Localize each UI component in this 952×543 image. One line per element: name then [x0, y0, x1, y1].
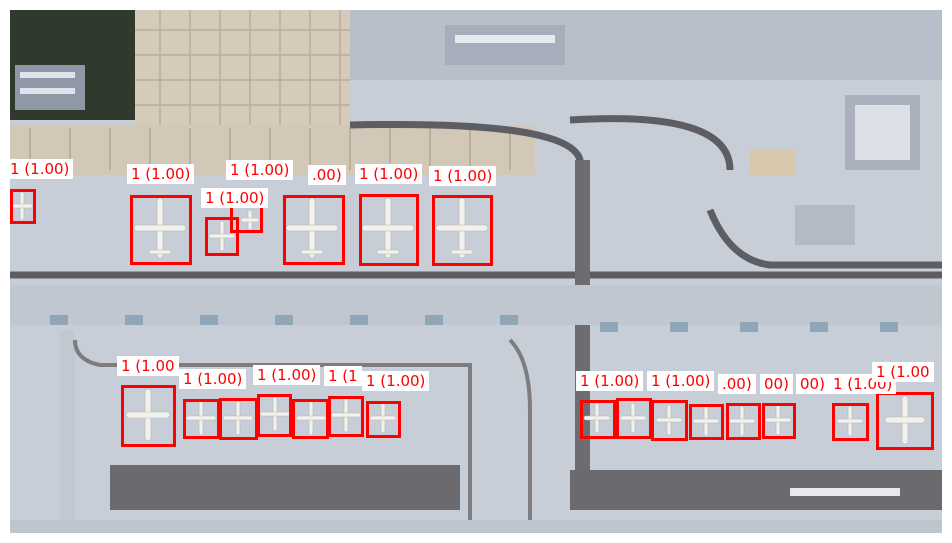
aerial-airport-image — [10, 10, 942, 533]
